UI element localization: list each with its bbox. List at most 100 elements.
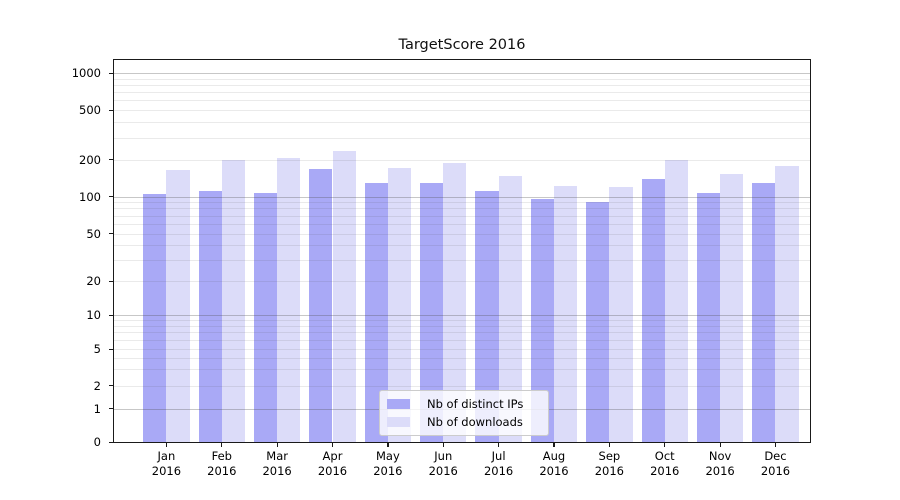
y-tick-mark	[109, 441, 114, 443]
gridline-minor-2	[114, 385, 810, 387]
x-tick-year: 2016	[151, 464, 182, 478]
x-tick-year: 2016	[594, 464, 624, 478]
bar-downloads-may	[387, 167, 412, 442]
gridline-minor-5	[114, 349, 810, 350]
y-tick-label-2: 2	[93, 378, 101, 393]
x-tick-label-nov: Nov 2016	[690, 449, 750, 479]
bar-ips-nov	[696, 192, 721, 442]
x-tick-month: Nov	[708, 449, 732, 463]
x-tick-month: Aug	[542, 449, 566, 463]
y-tick-label-0: 0	[93, 435, 101, 449]
y-tick-mark	[109, 196, 114, 198]
bar-ips-dec	[752, 182, 776, 442]
gridline-minor-800	[114, 84, 810, 86]
gridline-minor-400	[114, 122, 810, 124]
x-tick-mark	[332, 442, 334, 447]
gridline-minor-600	[114, 100, 810, 102]
x-tick-label-mar: Mar 2016	[247, 449, 307, 479]
bar-downloads-oct	[664, 159, 688, 442]
legend: Nb of distinct IPs Nb of downloads	[379, 390, 549, 436]
y-tick-label-1: 1	[93, 401, 101, 416]
x-tick-year: 2016	[317, 464, 348, 478]
y-tick-label-200: 200	[79, 152, 101, 167]
x-tick-mark	[608, 442, 611, 447]
gridline-minor-80	[114, 208, 810, 210]
gridline-major-100	[114, 196, 810, 198]
x-tick-mark	[165, 442, 168, 447]
y-tick-label-10: 10	[86, 308, 101, 322]
bar-ips-jan	[143, 193, 167, 442]
x-tick-mark	[553, 442, 555, 447]
x-tick-year: 2016	[705, 464, 735, 478]
gridline-minor-40	[114, 245, 810, 247]
gridline-minor-200	[114, 159, 810, 161]
y-tick-label-20: 20	[86, 274, 101, 288]
y-tick-label-500: 500	[79, 103, 101, 117]
gridline-minor-70	[114, 215, 810, 217]
bar-ips-may	[364, 182, 388, 442]
gridline-minor-20	[114, 281, 810, 282]
bar-downloads-dec	[775, 166, 799, 442]
x-tick-label-may: May 2016	[358, 449, 418, 479]
chart-title: TargetScore 2016	[398, 37, 526, 53]
x-tick-mark	[498, 442, 500, 447]
bar-downloads-aug	[553, 185, 578, 442]
bar-downloads-apr	[332, 151, 356, 442]
x-tick-month: Dec	[764, 449, 787, 463]
x-tick-mark	[221, 442, 223, 447]
x-tick-month: Mar	[266, 449, 288, 463]
y-tick-label-50: 50	[86, 226, 101, 241]
bar-downloads-jan	[166, 170, 190, 442]
x-tick-year: 2016	[262, 464, 292, 478]
x-tick-mark	[276, 442, 278, 447]
x-tick-label-dec: Dec 2016	[745, 449, 805, 479]
gridline-minor-50	[114, 233, 810, 235]
gridline-minor-30	[114, 259, 810, 261]
y-tick-mark	[109, 314, 114, 316]
x-tick-label-jun: Jun 2016	[413, 449, 473, 479]
bar-ips-aug	[530, 198, 554, 442]
bar-ips-oct	[641, 179, 665, 442]
legend-swatch-downloads	[387, 417, 410, 427]
x-tick-year: 2016	[650, 464, 680, 478]
x-tick-label-sep: Sep 2016	[579, 449, 639, 479]
gridline-minor-3	[114, 369, 810, 371]
x-tick-year: 2016	[373, 464, 403, 478]
legend-item-distinct-ips: Nb of distinct IPs	[380, 397, 548, 411]
y-tick-label-1000: 1000	[71, 66, 101, 80]
x-tick-year: 2016	[428, 464, 458, 478]
x-tick-label-jul: Jul 2016	[469, 449, 529, 479]
gridline-minor-90	[114, 202, 810, 204]
legend-label-distinct-ips: Nb of distinct IPs	[427, 397, 524, 411]
x-tick-label-aug: Aug 2016	[524, 449, 584, 479]
bar-ips-jul	[475, 191, 499, 442]
bar-downloads-sep	[609, 187, 633, 442]
x-tick-month: Jun	[434, 449, 453, 463]
x-tick-year: 2016	[207, 464, 237, 478]
bar-ips-jun	[420, 182, 444, 442]
bar-downloads-mar	[277, 157, 301, 442]
x-tick-year: 2016	[760, 464, 791, 478]
x-tick-label-oct: Oct 2016	[635, 449, 695, 479]
x-tick-label-feb: Feb 2016	[192, 449, 252, 479]
x-tick-month: Apr	[322, 449, 343, 463]
x-tick-label-jan: Jan 2016	[136, 449, 196, 479]
y-tick-mark	[109, 159, 114, 161]
y-tick-mark	[109, 72, 114, 74]
x-tick-year: 2016	[539, 464, 569, 478]
x-tick-mark	[387, 442, 389, 447]
x-tick-month: May	[375, 449, 400, 463]
x-tick-label-apr: Apr 2016	[303, 449, 363, 479]
y-tick-mark	[109, 385, 114, 387]
y-tick-label-100: 100	[79, 189, 101, 204]
bar-downloads-feb	[221, 160, 245, 442]
gridline-minor-8	[114, 325, 810, 327]
legend-swatch-distinct-ips	[387, 399, 410, 409]
x-tick-month: Jul	[491, 449, 506, 463]
x-tick-month: Sep	[598, 449, 621, 463]
x-tick-month: Oct	[654, 449, 675, 463]
x-tick-year: 2016	[483, 464, 514, 478]
gridline-major-10	[114, 315, 810, 316]
x-tick-month: Jan	[157, 449, 176, 463]
